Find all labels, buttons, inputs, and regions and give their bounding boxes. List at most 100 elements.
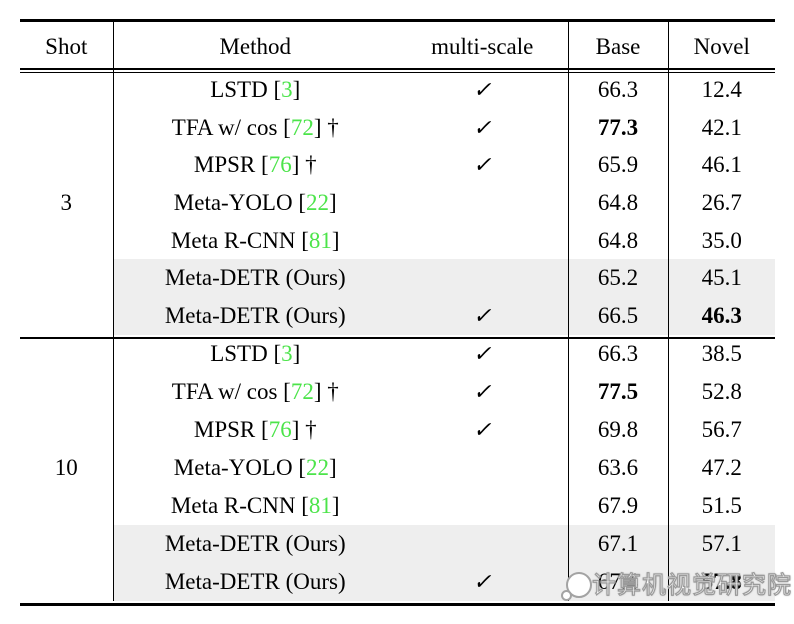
multiscale-cell bbox=[397, 259, 568, 298]
citation-number: 3 bbox=[281, 76, 293, 102]
method-suffix: ] bbox=[331, 492, 340, 518]
multiscale-cell bbox=[397, 184, 568, 222]
method-suffix: ] bbox=[329, 189, 337, 215]
method-name: TFA w/ cos [ bbox=[171, 378, 291, 404]
method-cell: TFA w/ cos [72] † bbox=[113, 109, 397, 147]
column-header-shot: Shot bbox=[20, 22, 114, 71]
novel-cell: 45.1 bbox=[667, 259, 775, 298]
column-header-method: Method bbox=[219, 33, 292, 59]
checkmark-icon: ✓ bbox=[473, 340, 492, 366]
method-suffix: ] † bbox=[313, 114, 339, 140]
checkmark-icon: ✓ bbox=[473, 76, 492, 102]
table-row: 3 LSTD [3] ✓ 66.3 12.4 bbox=[20, 71, 775, 335]
method-cell: MPSR [76] † bbox=[113, 411, 397, 449]
table-row: 10 LSTD [3] ✓ 66.3 38.5 bbox=[20, 334, 775, 601]
table-row: MPSR [76] † ✓ 69.8 56.7 bbox=[20, 410, 775, 449]
table-row-highlighted: Meta-DETR (Ours) 67.1 57.1 bbox=[20, 524, 775, 563]
shot-10-block: 10 LSTD [3] ✓ 66.3 38.5 TFA w/ cos [72] … bbox=[20, 334, 775, 601]
method-cell: LSTD [3] bbox=[113, 71, 397, 109]
checkmark-icon: ✓ bbox=[473, 378, 492, 404]
table-row: TFA w/ cos [72] † ✓ 77.5 52.8 bbox=[20, 372, 775, 411]
base-cell: 66.3 bbox=[567, 334, 668, 373]
novel-cell: 26.7 bbox=[667, 184, 775, 222]
checkmark-icon: ✓ bbox=[473, 568, 492, 594]
base-cell: 77.3 bbox=[567, 108, 668, 147]
method-suffix: ] † bbox=[291, 416, 317, 442]
multiscale-cell: ✓ bbox=[397, 71, 568, 109]
table-bottom-rule bbox=[20, 603, 775, 606]
multiscale-cell bbox=[397, 449, 568, 487]
method-name: Meta-YOLO [ bbox=[173, 189, 307, 215]
method-suffix: ] † bbox=[313, 378, 339, 404]
column-header-multi-scale: multi-scale bbox=[431, 33, 534, 59]
novel-cell: 56.7 bbox=[667, 410, 775, 449]
method-cell: TFA w/ cos [72] † bbox=[113, 373, 397, 411]
table-row: Meta R-CNN [81] 64.8 35.0 bbox=[20, 221, 775, 260]
column-header-novel: Novel bbox=[667, 22, 775, 71]
method-suffix: ] bbox=[292, 76, 301, 102]
method-cell: Meta-DETR (Ours) bbox=[113, 562, 397, 601]
method-suffix: ] † bbox=[291, 152, 317, 178]
table-row: MPSR [76] † ✓ 65.9 46.1 bbox=[20, 146, 775, 185]
citation-number: 76 bbox=[268, 152, 292, 178]
base-cell: 69.8 bbox=[567, 410, 668, 449]
base-cell: 66.3 bbox=[567, 71, 668, 109]
multiscale-cell bbox=[397, 487, 568, 525]
shot-cell: 3 bbox=[20, 71, 114, 335]
table-row: Meta-YOLO [22] 64.8 26.7 bbox=[20, 184, 775, 222]
base-cell: 66.5 bbox=[567, 297, 668, 335]
method-name: MPSR [ bbox=[193, 152, 269, 178]
base-cell: 67.1 bbox=[567, 524, 668, 563]
method-name: Meta-DETR (Ours) bbox=[164, 530, 346, 556]
citation-number: 76 bbox=[268, 416, 292, 442]
multiscale-cell: ✓ bbox=[397, 109, 568, 147]
table-row: TFA w/ cos [72] † ✓ 77.3 42.1 bbox=[20, 108, 775, 147]
novel-cell: 46.3 bbox=[667, 297, 775, 335]
base-cell: 64.8 bbox=[567, 184, 668, 222]
citation-number: 22 bbox=[306, 189, 330, 215]
method-name: MPSR [ bbox=[193, 416, 269, 442]
checkmark-icon: ✓ bbox=[473, 416, 492, 442]
citation-number: 72 bbox=[290, 114, 314, 140]
table-row: Meta-YOLO [22] 63.6 47.2 bbox=[20, 448, 775, 487]
method-suffix: ] bbox=[292, 340, 301, 366]
method-name: LSTD [ bbox=[210, 340, 282, 366]
novel-cell: 42.1 bbox=[667, 108, 775, 147]
method-cell: Meta-DETR (Ours) bbox=[113, 297, 397, 335]
method-cell: MPSR [76] † bbox=[113, 146, 397, 184]
method-cell: Meta-YOLO [22] bbox=[113, 449, 397, 487]
base-cell: 67.9 bbox=[567, 486, 668, 525]
checkmark-icon: ✓ bbox=[473, 114, 492, 140]
multiscale-cell: ✓ bbox=[397, 562, 568, 601]
citation-number: 81 bbox=[308, 492, 332, 518]
method-cell: Meta-DETR (Ours) bbox=[113, 259, 397, 298]
header-row: Shot Method multi-scale Base Novel bbox=[20, 22, 775, 71]
header-rule-thin bbox=[20, 72, 775, 73]
method-cell: Meta-DETR (Ours) bbox=[113, 524, 397, 563]
table-row-highlighted: Meta-DETR (Ours) ✓ 67.4 57.8 bbox=[20, 562, 775, 601]
novel-cell: 57.8 bbox=[667, 562, 775, 601]
novel-cell: 38.5 bbox=[667, 334, 775, 373]
citation-number: 3 bbox=[281, 340, 293, 366]
method-suffix: ] bbox=[331, 227, 340, 253]
checkmark-icon: ✓ bbox=[473, 152, 492, 178]
shot-cell: 10 bbox=[20, 334, 114, 601]
method-name: Meta-DETR (Ours) bbox=[164, 568, 346, 594]
method-name: LSTD [ bbox=[210, 76, 282, 102]
novel-cell: 47.2 bbox=[667, 448, 775, 487]
method-cell: LSTD [3] bbox=[113, 335, 397, 373]
novel-cell: 12.4 bbox=[667, 71, 775, 109]
results-table: Shot Method multi-scale Base Novel 3 LST… bbox=[20, 22, 775, 601]
header-rule-thick bbox=[20, 68, 775, 70]
novel-cell: 51.5 bbox=[667, 486, 775, 525]
novel-cell: 52.8 bbox=[667, 372, 775, 411]
method-suffix: ] bbox=[329, 454, 337, 480]
column-header-base: Base bbox=[567, 22, 668, 71]
novel-cell: 35.0 bbox=[667, 221, 775, 260]
multiscale-cell: ✓ bbox=[397, 373, 568, 411]
multiscale-cell bbox=[397, 524, 568, 563]
citation-number: 72 bbox=[290, 378, 314, 404]
multiscale-cell bbox=[397, 222, 568, 260]
method-name: Meta-DETR (Ours) bbox=[164, 302, 346, 328]
